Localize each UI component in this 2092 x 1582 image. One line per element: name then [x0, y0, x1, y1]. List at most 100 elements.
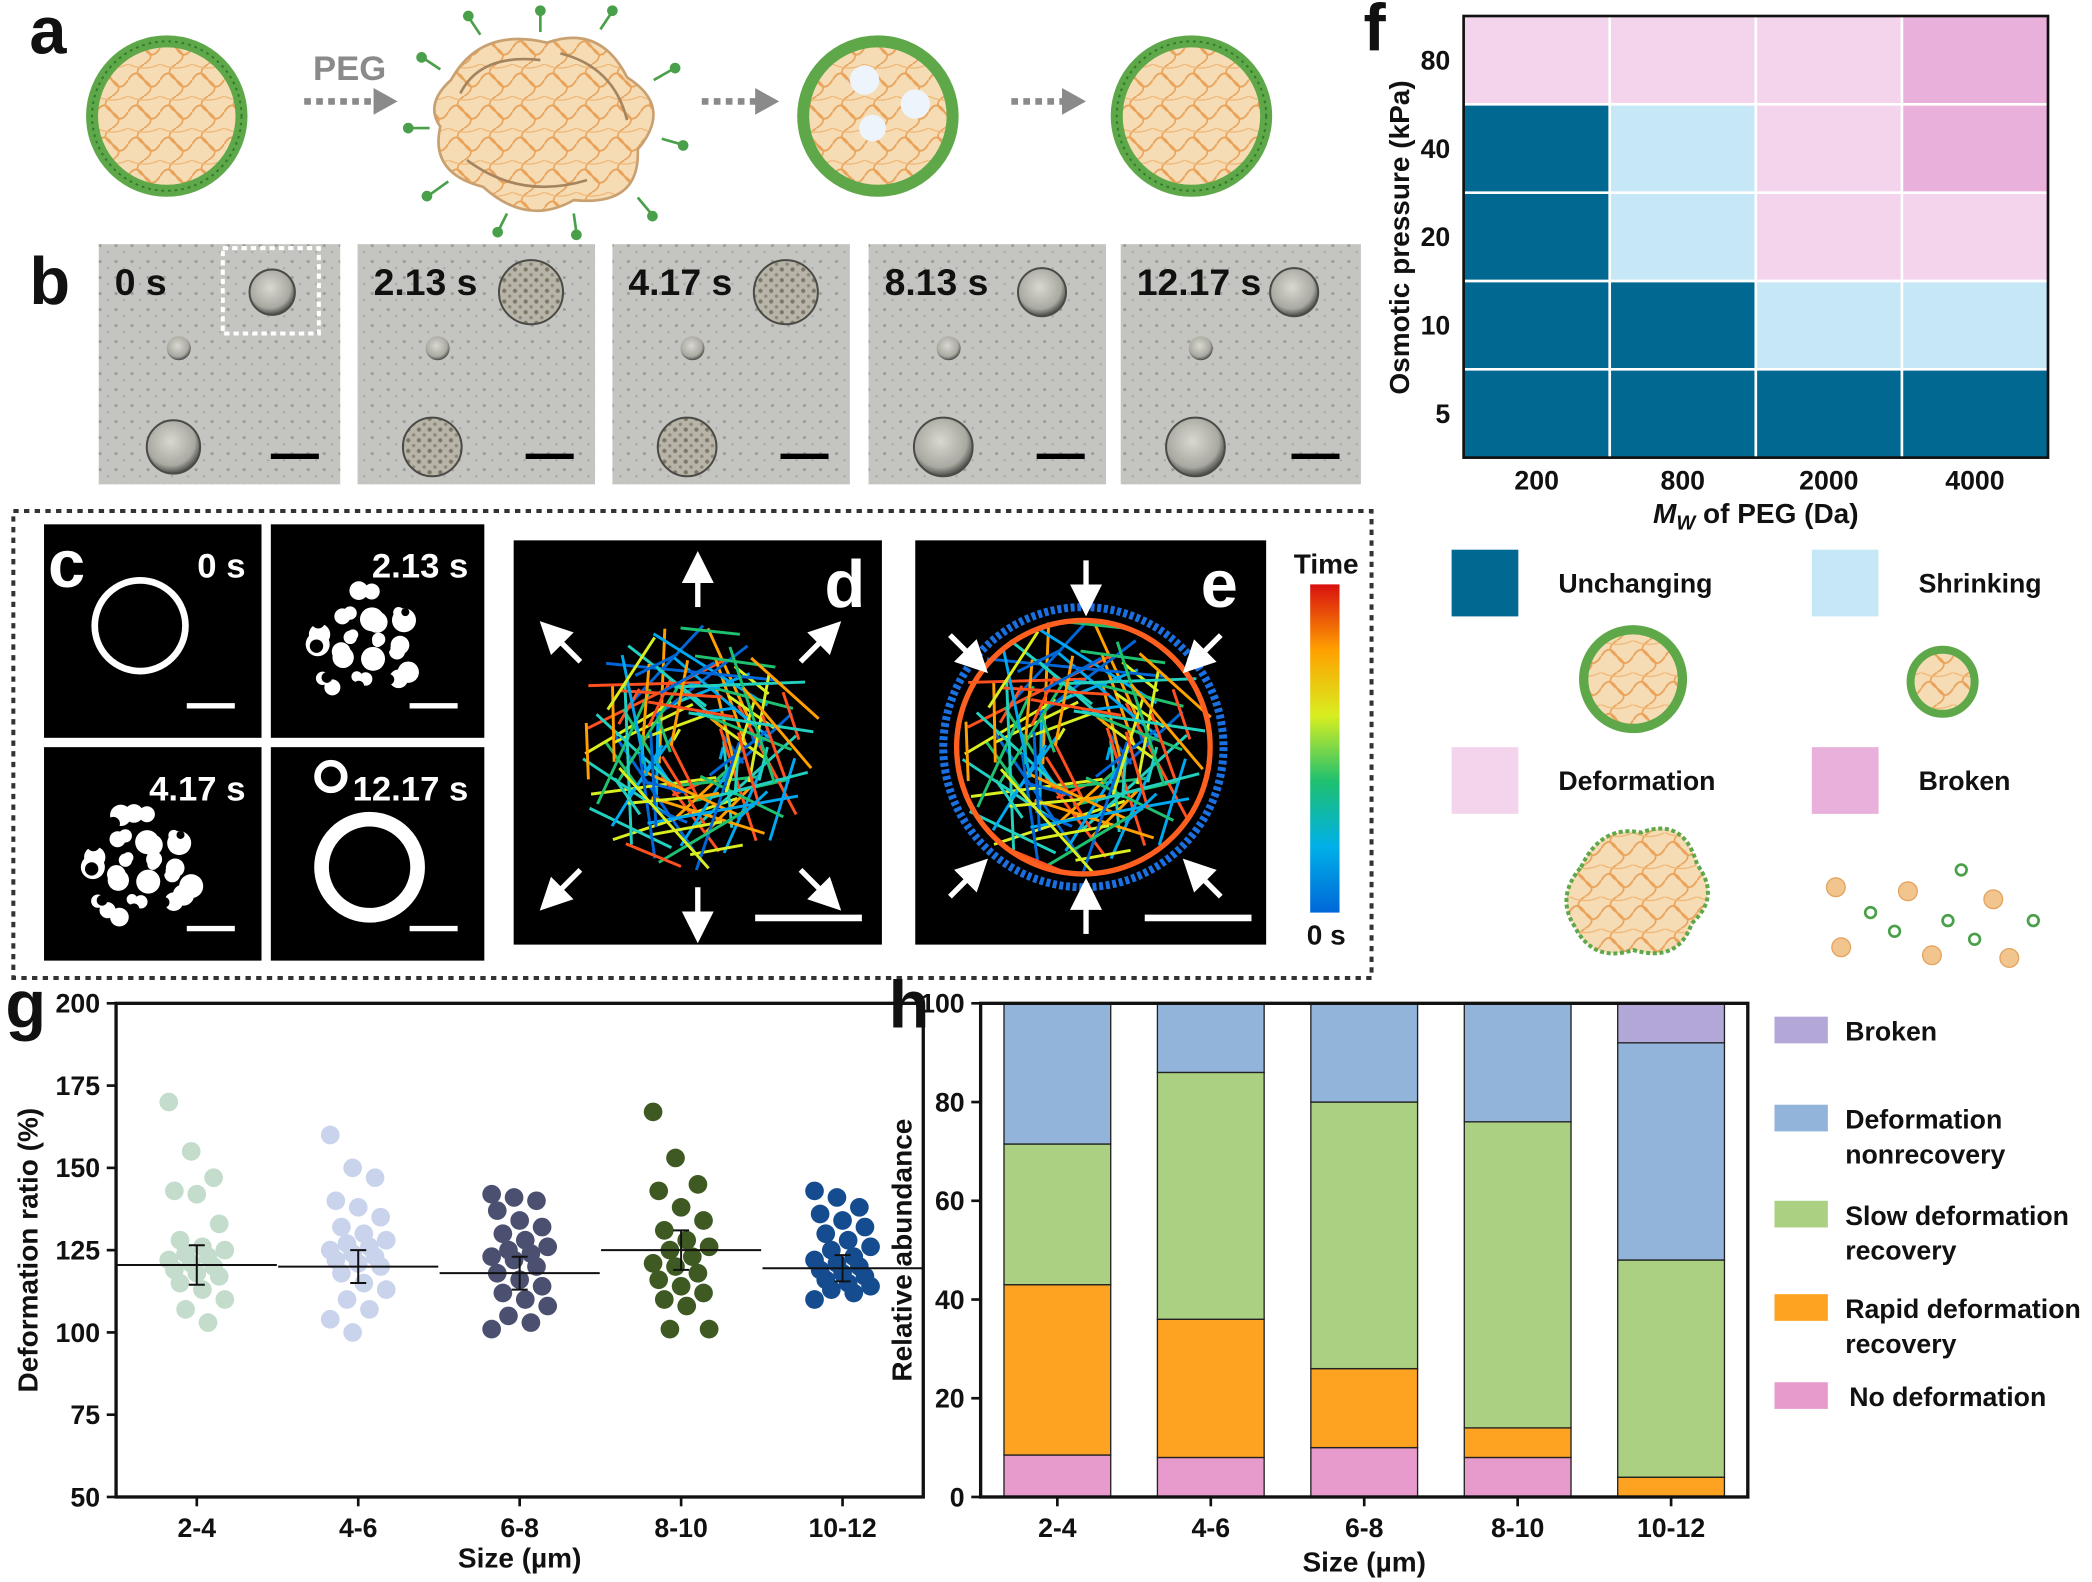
- data-point: [482, 1247, 501, 1267]
- heatmap-cell: [1609, 104, 1757, 194]
- x-tick-label: 2-4: [178, 1513, 217, 1543]
- time-colorbar: Time 0 s: [1294, 549, 1359, 951]
- legend: Broken Deformation nonrecovery Slow deforma…: [1774, 1016, 2081, 1412]
- unchanging-icon: [1579, 625, 1688, 734]
- legend-swatch: [1774, 1382, 1828, 1409]
- bar-segment: [1156, 1318, 1265, 1459]
- legend-swatch: [1811, 747, 1879, 814]
- data-point: [671, 1276, 691, 1296]
- data-point: [538, 1237, 558, 1257]
- data-point: [822, 1280, 841, 1299]
- data-point: [694, 1283, 713, 1303]
- heatmap-cell: [1463, 369, 1611, 459]
- vesicle-with-pores: [797, 35, 959, 197]
- scatter-series: [439, 1184, 600, 1339]
- x-tick-label: 6-8: [500, 1513, 539, 1543]
- vesicle-intact: [86, 35, 248, 197]
- y-tick-label: 40: [935, 1285, 965, 1315]
- data-point: [326, 1191, 346, 1211]
- data-point: [816, 1224, 836, 1244]
- dashed-arrow-3: [1011, 88, 1087, 115]
- data-point: [376, 1230, 396, 1250]
- heatmap-cell: [1609, 192, 1757, 282]
- binary-frame: 12.17 s: [270, 747, 485, 961]
- data-point: [654, 1290, 674, 1309]
- data-point: [165, 1181, 184, 1201]
- stacked-bar: [1310, 1002, 1419, 1498]
- data-point: [487, 1201, 507, 1220]
- data-point: [643, 1254, 663, 1273]
- bar-segment: [1310, 1101, 1419, 1370]
- scatter-series: [116, 1092, 277, 1332]
- legend-label: Deformation: [1558, 766, 1715, 796]
- panel-f: f 200 800 2000 4000 80 40 20 10 5 MW of PEG (Da) O…: [1364, 0, 2050, 968]
- x-tick-label: 4-6: [339, 1513, 378, 1543]
- scatter-series: [762, 1181, 923, 1309]
- data-point: [159, 1092, 179, 1112]
- legend-swatch: [1811, 549, 1879, 617]
- heatmap-cell: [1901, 192, 2049, 282]
- micrograph-frame: 2.13 s: [357, 244, 596, 485]
- data-point: [215, 1290, 235, 1309]
- bar-segment: [1003, 1284, 1112, 1456]
- data-point: [527, 1257, 546, 1276]
- y-tick-label: 20: [935, 1384, 965, 1414]
- x-axis-label: Size (µm): [1302, 1547, 1425, 1578]
- bar-segment: [1156, 1456, 1265, 1498]
- data-point: [504, 1188, 524, 1207]
- legend-illustrations: [1564, 625, 2040, 968]
- data-point: [320, 1125, 340, 1145]
- data-point: [671, 1197, 691, 1217]
- stacked-bar: [1463, 1002, 1572, 1498]
- data-point: [666, 1148, 685, 1168]
- x-tick-label: 2000: [1799, 466, 1858, 496]
- vesicle-deformed: [402, 5, 689, 241]
- data-point: [538, 1296, 558, 1316]
- data-point: [643, 1102, 663, 1122]
- data-point: [861, 1237, 880, 1257]
- bar-segment: [1617, 1259, 1726, 1478]
- legend-label: Unchanging: [1558, 568, 1712, 598]
- time-stamp: 12.17 s: [353, 771, 469, 809]
- data-point: [649, 1270, 669, 1290]
- legend-label: recovery: [1845, 1329, 1956, 1359]
- panel-label-f: f: [1364, 0, 1387, 66]
- data-point: [215, 1240, 235, 1260]
- data-point: [649, 1181, 669, 1201]
- plot-frame: [114, 1001, 925, 1499]
- legend-item: Shrinking: [1811, 549, 2042, 617]
- y-tick-label: 50: [70, 1482, 100, 1512]
- legend-item: Broken: [1774, 1016, 1937, 1047]
- data-point: [699, 1237, 719, 1257]
- legend-item: Slow deformation recovery: [1774, 1200, 2069, 1265]
- data-point: [360, 1300, 379, 1319]
- micrograph-frame: 8.13 s: [868, 244, 1107, 485]
- data-point: [176, 1300, 195, 1319]
- legend: Unchanging Shrinking Deformation Broken: [1451, 549, 2042, 968]
- data-point: [510, 1211, 530, 1230]
- data-point: [850, 1197, 869, 1217]
- binary-frame: 2.13 s: [270, 524, 485, 738]
- bar-segment: [1463, 1456, 1572, 1498]
- heatmap-cell: [1609, 369, 1757, 459]
- bar-segment: [1463, 1427, 1572, 1459]
- bar-segment: [1310, 1002, 1419, 1103]
- data-point: [532, 1217, 552, 1237]
- panel-g: g 50 75 100 125 150 175 200 2-4 4-6 6-8 8-10 10-12 S…: [5, 968, 925, 1574]
- data-point: [855, 1217, 875, 1237]
- legend-label: Deformation: [1845, 1105, 2002, 1135]
- time-stamp: 8.13 s: [885, 261, 989, 303]
- bar-segment: [1463, 1121, 1572, 1429]
- legend-item: Broken: [1811, 747, 2010, 814]
- legend-swatch: [1774, 1104, 1828, 1132]
- data-point: [343, 1323, 362, 1342]
- legend-label: recovery: [1845, 1235, 1956, 1265]
- legend-item: No deformation: [1774, 1382, 2046, 1412]
- data-point: [499, 1306, 518, 1326]
- data-point: [682, 1247, 702, 1267]
- dashed-arrow-2: [701, 88, 780, 115]
- peg-label: PEG: [313, 50, 386, 88]
- binary-frame: 4.17 s: [44, 747, 262, 961]
- data-point: [371, 1207, 390, 1227]
- time-stamp: 2.13 s: [372, 548, 468, 586]
